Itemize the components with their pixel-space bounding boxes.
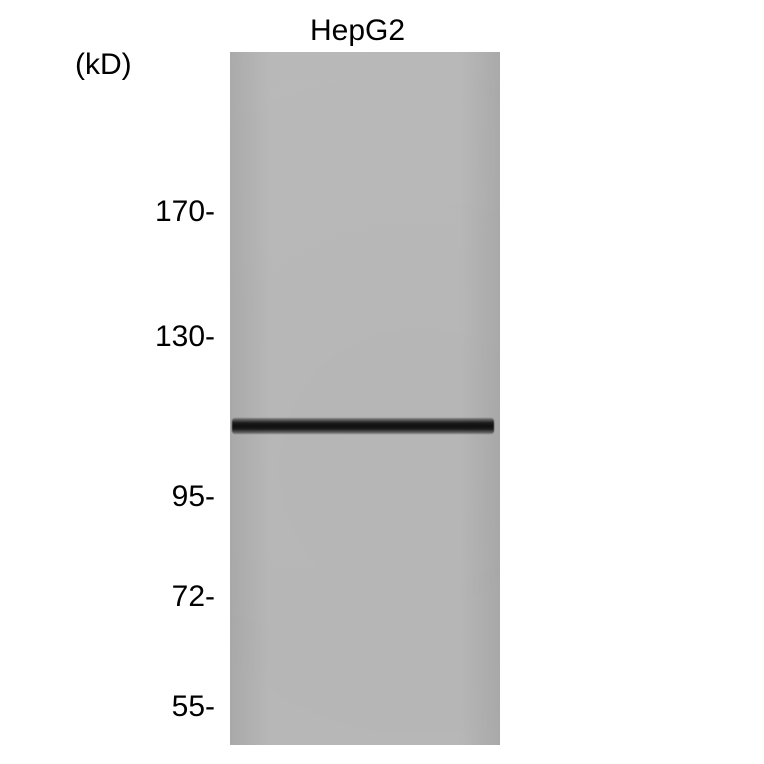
protein-band bbox=[232, 418, 494, 434]
western-blot-container: (kD) HepG2 170- 130- 95- 72- 55- bbox=[0, 0, 764, 764]
sample-label: HepG2 bbox=[310, 14, 405, 48]
marker-170: 170- bbox=[155, 195, 215, 229]
marker-130: 130- bbox=[155, 320, 215, 354]
marker-95: 95- bbox=[172, 480, 215, 514]
marker-72: 72- bbox=[172, 580, 215, 614]
blot-lane bbox=[230, 52, 500, 745]
marker-55: 55- bbox=[172, 690, 215, 724]
unit-label: (kD) bbox=[75, 48, 132, 82]
